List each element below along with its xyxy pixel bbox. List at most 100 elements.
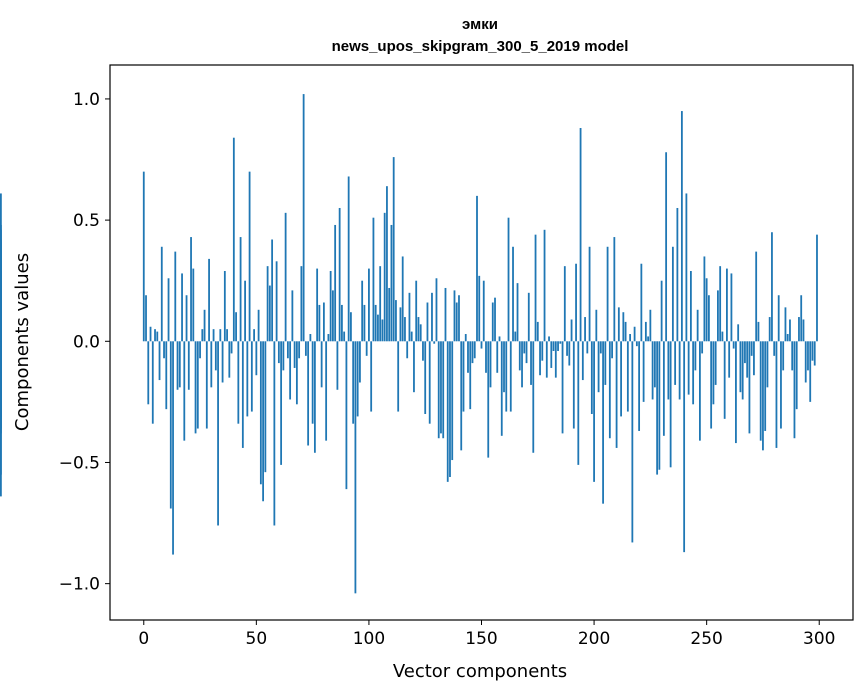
bar <box>338 207 341 342</box>
bar <box>750 341 753 356</box>
bar <box>689 271 692 342</box>
bar <box>190 237 192 342</box>
bar <box>500 341 503 436</box>
bar <box>563 266 566 342</box>
bar <box>523 341 526 354</box>
bar <box>647 336 650 342</box>
bar <box>214 341 217 371</box>
bar <box>545 341 548 378</box>
bar <box>590 341 593 414</box>
bar <box>577 341 580 465</box>
bar <box>266 266 269 342</box>
bar <box>728 341 731 378</box>
bar <box>160 246 163 342</box>
y-axis-label: Components values <box>12 253 33 431</box>
bar <box>710 341 713 429</box>
bar <box>759 341 762 441</box>
bar <box>579 128 582 342</box>
bar <box>730 273 733 342</box>
bar <box>554 341 557 378</box>
bar <box>692 341 695 405</box>
x-tick-label: 300 <box>803 629 835 649</box>
bar <box>248 171 251 342</box>
bar <box>241 341 244 448</box>
bar <box>498 336 501 342</box>
bar <box>653 341 656 388</box>
bar <box>273 341 276 526</box>
bar <box>239 237 242 342</box>
bar <box>721 331 724 342</box>
bar <box>437 341 440 439</box>
bar <box>671 246 674 342</box>
bar <box>615 341 618 448</box>
bar <box>257 309 260 342</box>
bar <box>586 341 589 354</box>
bar <box>311 341 314 424</box>
bar <box>685 193 688 342</box>
bar <box>748 341 751 434</box>
bar <box>505 341 508 412</box>
bar <box>708 295 710 342</box>
bar <box>230 341 233 354</box>
bar <box>786 334 789 342</box>
bar <box>341 304 343 342</box>
bar <box>534 234 537 342</box>
bar <box>662 341 665 436</box>
bar <box>789 319 791 342</box>
bar <box>714 341 717 385</box>
bar <box>304 341 307 356</box>
bar <box>151 341 154 424</box>
bar <box>372 217 375 342</box>
bar <box>665 152 668 342</box>
bar <box>649 309 652 342</box>
bar <box>717 290 719 342</box>
bar <box>307 341 310 446</box>
bar <box>536 321 539 342</box>
bar <box>732 341 735 349</box>
bar <box>559 341 562 344</box>
bar <box>764 341 767 431</box>
bar <box>237 341 240 424</box>
bar <box>185 295 188 342</box>
x-tick-label: 200 <box>578 629 610 649</box>
bar <box>656 341 659 475</box>
bar <box>507 217 510 342</box>
bar <box>795 341 798 410</box>
bar <box>741 341 744 400</box>
bar <box>345 341 348 490</box>
bar <box>494 297 496 342</box>
y-axis-ticks: −1.0 −0.5 0.0 0.5 1.0 <box>59 90 110 595</box>
y-tick-label: 1.0 <box>73 90 100 110</box>
bar <box>485 341 487 373</box>
bar <box>451 341 454 461</box>
bar <box>784 307 787 342</box>
bar <box>413 341 415 393</box>
bar <box>608 341 611 439</box>
bars-group <box>0 94 818 594</box>
bar <box>566 341 568 356</box>
bar <box>572 341 575 429</box>
bar <box>561 341 564 434</box>
bar <box>791 341 794 371</box>
bar <box>651 341 654 400</box>
bar <box>154 329 156 342</box>
bar <box>359 341 361 383</box>
bar <box>473 341 476 359</box>
bar <box>352 341 355 424</box>
x-tick-label: 50 <box>246 629 268 649</box>
bar <box>210 341 213 388</box>
bar <box>638 341 641 431</box>
bar <box>0 239 2 342</box>
bar <box>440 341 442 434</box>
bar <box>343 331 346 342</box>
bar <box>370 341 373 412</box>
bar <box>771 232 773 342</box>
bar <box>719 266 722 342</box>
bar <box>527 292 530 342</box>
bar <box>250 341 253 412</box>
bar <box>142 171 145 342</box>
bar <box>593 341 595 482</box>
bar <box>217 341 219 526</box>
bar <box>192 268 195 342</box>
bar <box>557 341 559 351</box>
